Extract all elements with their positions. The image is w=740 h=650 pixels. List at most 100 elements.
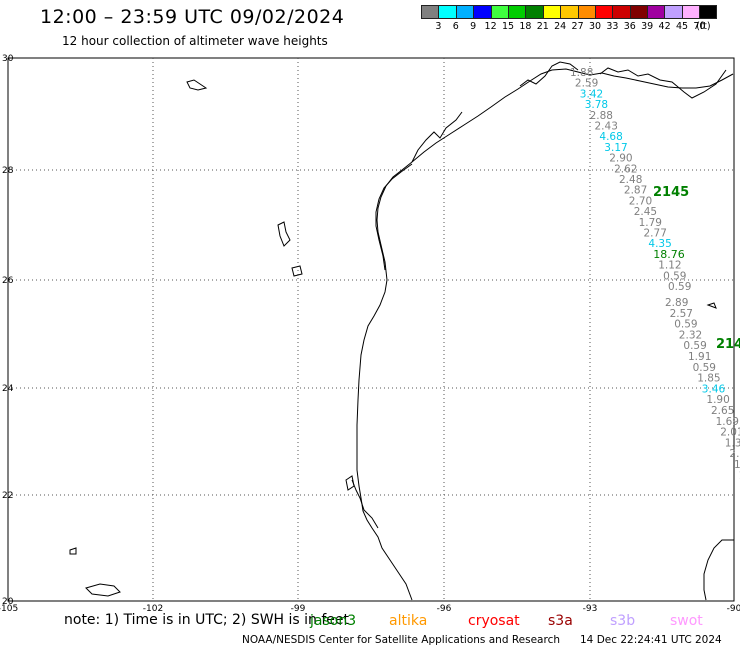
legend-swatch [421, 5, 439, 19]
latitude-label: 28 [2, 166, 14, 176]
legend-swatch [681, 5, 700, 19]
satellite-name-s3b: s3b [610, 613, 636, 629]
legend-label: 27 [571, 21, 584, 32]
legend-swatch [664, 5, 682, 19]
legend-label: 33 [606, 21, 619, 32]
island-5 [69, 547, 77, 555]
map-subtitle: 12 hour collection of altimeter wave hei… [62, 34, 328, 48]
legend-swatch [612, 5, 630, 19]
wave-height-value: 2.59 [575, 78, 598, 90]
legend-label: 15 [501, 21, 515, 32]
legend-label: 36 [623, 21, 636, 32]
coastline [69, 61, 734, 601]
longitude-label: -99 [291, 604, 306, 614]
wave-height-value: 1.91 [688, 351, 711, 363]
wave-height-value: 3.42 [580, 88, 603, 100]
generated-timestamp: 14 Dec 22:24:41 UTC 2024 [580, 634, 722, 646]
wave-height-value: 2.32 [679, 329, 702, 341]
wave-height-value: 2.2 [729, 448, 740, 460]
legend-swatch [525, 5, 543, 19]
delta-outline [599, 67, 727, 99]
credit-line: NOAA/NESDIS Center for Satellite Applica… [242, 634, 560, 646]
legend-swatch [594, 5, 613, 19]
barrier-island [375, 163, 413, 271]
legend-label: 45 [675, 21, 689, 32]
wave-height-value: 2.70 [629, 195, 652, 207]
yucatan-coast [703, 539, 734, 601]
satellite-name-cryosat: cryosat [468, 613, 520, 629]
legend-swatch [560, 5, 578, 19]
wave-height-value: 2.48 [619, 174, 642, 186]
wave-height-value: 4.35 [648, 238, 671, 250]
island-2 [277, 221, 291, 247]
legend-label: 3 [435, 21, 442, 32]
wave-height-value: 2.89 [665, 297, 688, 309]
island-7 [345, 475, 355, 491]
mexico-coast [351, 479, 379, 529]
wave-height-value: 2.65 [711, 405, 734, 417]
wave-height-value: 1. [734, 459, 740, 471]
latitude-label: 26 [2, 276, 14, 286]
satellite-name-jason3: jason3 [310, 613, 357, 629]
wave-height-value: 2.90 [609, 153, 632, 165]
wave-height-value: 3.78 [585, 99, 608, 111]
wave-height-value: 2.77 [644, 228, 667, 240]
wave-height-value: 2.88 [590, 110, 613, 122]
graticule [8, 58, 734, 601]
legend-swatch [490, 5, 508, 19]
wave-height-value: 2.45 [634, 206, 657, 218]
satellite-name-s3a: s3a [548, 613, 573, 629]
longitude-label: -93 [583, 604, 598, 614]
units-note: note: 1) Time is in UTC; 2) SWH is in fe… [64, 612, 350, 628]
longitude-label: -102 [143, 604, 163, 614]
bay-outline-2 [519, 61, 579, 87]
pass-time-label: 214 [716, 337, 740, 352]
longitude-label: -105 [0, 604, 18, 614]
wave-height-value: 0.59 [674, 319, 697, 331]
longitude-labels: -105 -102 -99 -96 -93 -90 [0, 604, 740, 614]
legend-swatch [629, 5, 648, 19]
legend-label: 6 [452, 21, 459, 32]
satellite-name-swot: swot [670, 613, 703, 629]
legend-swatch [455, 5, 474, 19]
wave-height-value: 1 [739, 470, 740, 482]
island-6 [706, 302, 717, 309]
legend-label: 30 [588, 21, 602, 32]
pass-time-label: 2145 [653, 185, 689, 200]
legend-swatch [473, 5, 491, 19]
wave-height-value: 0.59 [683, 340, 706, 352]
wave-height-value: 0.59 [668, 281, 691, 293]
wave-height-value: 1.34 [725, 437, 740, 449]
wave-height-track-labels: 1.882.593.423.782.882.434.683.172.902.62… [570, 67, 740, 482]
wave-height-value: 1.85 [697, 373, 720, 385]
legend-swatch [577, 5, 595, 19]
latitude-label: 30 [2, 54, 14, 64]
latitude-label: 24 [2, 384, 14, 394]
legend-swatch [438, 5, 456, 19]
legend-swatch [542, 5, 561, 19]
longitude-label: -90 [727, 604, 740, 614]
legend-label: 24 [554, 21, 567, 32]
map-frame [7, 57, 735, 602]
wave-height-value: 4.68 [599, 131, 622, 143]
latitude-labels: 30 28 26 24 22 20 [2, 54, 14, 607]
wave-height-value: 2.57 [670, 308, 693, 320]
wave-height-value: 1.69 [716, 416, 739, 428]
legend-labels: 3 6 9 12 15 18 21 24 27 30 33 36 39 42 45 70 (ft) [421, 21, 728, 33]
legend-label: 21 [536, 21, 549, 32]
legend-swatch [507, 5, 526, 19]
island-1 [186, 79, 208, 91]
legend-label: (ft) [696, 21, 711, 32]
legend-swatch [699, 5, 717, 19]
island-4 [85, 583, 121, 597]
legend-swatch [647, 5, 665, 19]
wave-height-value: 2.01 [720, 427, 740, 439]
latitude-label: 20 [2, 597, 14, 607]
wave-height-value: 1.90 [706, 394, 729, 406]
wave-height-value: 1.12 [658, 260, 681, 272]
wave-height-value: 2.43 [595, 121, 618, 133]
map-title: 12:00 – 23:59 UTC 09/02/2024 [40, 6, 345, 28]
legend-label: 18 [519, 21, 532, 32]
longitude-label: -96 [437, 604, 452, 614]
